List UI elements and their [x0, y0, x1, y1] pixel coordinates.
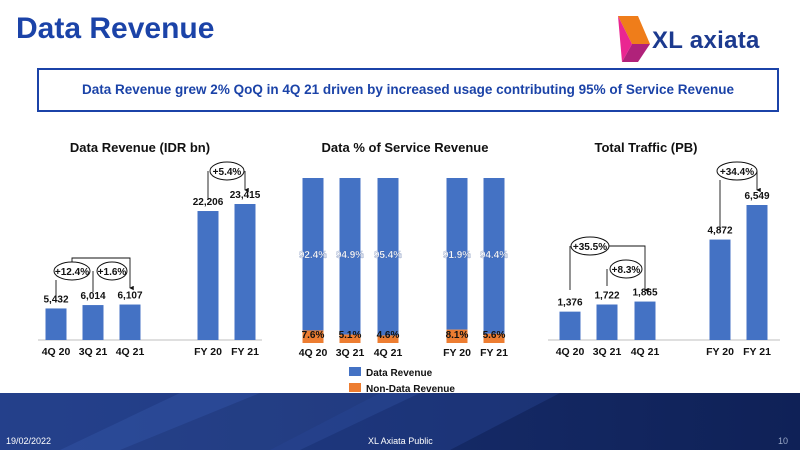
- page-title: Data Revenue: [16, 12, 215, 45]
- bar-data-revenue: [446, 178, 468, 330]
- annotation-connector: [609, 245, 649, 293]
- growth-badge: [53, 261, 91, 281]
- headline-box: Data Revenue grew 2% QoQ in 4Q 21 driven…: [37, 68, 779, 112]
- growth-badge: [209, 161, 245, 181]
- bar-non-data-revenue: [339, 334, 361, 343]
- bar-data-revenue: [339, 178, 361, 335]
- tick-label: 4Q 20: [42, 346, 71, 358]
- tick-label: 4Q 20: [556, 346, 585, 358]
- tick-label: FY 21: [743, 346, 771, 358]
- bar: [119, 304, 141, 340]
- tick-label: FY 20: [443, 347, 471, 359]
- bar: [634, 301, 656, 340]
- tick-label: 3Q 21: [593, 346, 622, 358]
- bar: [596, 304, 618, 340]
- data-label: 6,549: [744, 191, 769, 202]
- tick-label: 4Q 21: [631, 346, 660, 358]
- tick-label: 4Q 21: [116, 346, 145, 358]
- growth-badge: [609, 259, 643, 279]
- bar: [746, 205, 768, 340]
- data-label: 1,865: [632, 288, 657, 299]
- tick-label: FY 20: [706, 346, 734, 358]
- data-label: 4.6%: [377, 330, 400, 341]
- headline-text: Data Revenue grew 2% QoQ in 4Q 21 driven…: [82, 82, 734, 97]
- legend-label: Data Revenue: [366, 368, 433, 379]
- growth-badge: [716, 161, 758, 181]
- growth-label: +5.4%: [213, 167, 242, 178]
- brand-name: XL axiata: [652, 27, 760, 54]
- data-label: 8.1%: [446, 330, 469, 341]
- growth-badge: [570, 236, 610, 256]
- chart-title: Data Revenue (IDR bn): [70, 140, 210, 155]
- chart-title: Total Traffic (PB): [594, 140, 697, 155]
- footer-classification: XL Axiata Public: [368, 436, 433, 446]
- data-label: 5.1%: [339, 330, 362, 341]
- page-number: 10: [778, 436, 789, 446]
- xl-axiata-logo: XL axiata: [616, 14, 791, 64]
- bar-data-revenue: [377, 178, 399, 336]
- data-label: 22,206: [193, 197, 224, 208]
- growth-label: +8.3%: [612, 265, 641, 276]
- bar: [709, 239, 731, 340]
- bar: [197, 211, 219, 340]
- data-label: 92.4%: [299, 250, 327, 261]
- data-label: 6,014: [80, 291, 105, 302]
- bar: [234, 204, 256, 340]
- bar-non-data-revenue: [446, 329, 468, 343]
- tick-label: 3Q 21: [79, 346, 108, 358]
- growth-label: +1.6%: [98, 267, 127, 278]
- chart-title: Data % of Service Revenue: [322, 140, 489, 155]
- footer-band: [0, 393, 800, 450]
- data-label: 95.4%: [374, 250, 402, 261]
- bar: [559, 311, 581, 340]
- growth-label: +34.4%: [720, 167, 754, 178]
- growth-badge: [96, 261, 128, 281]
- bar: [45, 308, 67, 340]
- bar-non-data-revenue: [302, 330, 324, 343]
- legend-swatch-non-data-revenue: [349, 383, 361, 392]
- tick-label: 4Q 20: [299, 347, 328, 359]
- data-label: 91.9%: [443, 250, 471, 261]
- bar-data-revenue: [483, 178, 505, 334]
- data-label: 94.9%: [336, 250, 364, 261]
- bar: [82, 305, 104, 340]
- data-label: 23,415: [230, 190, 261, 201]
- legend-label: Non-Data Revenue: [366, 384, 455, 395]
- tick-label: FY 21: [480, 347, 508, 359]
- data-label: 1,376: [557, 298, 582, 309]
- data-label: 7.6%: [302, 330, 325, 341]
- bar-data-revenue: [302, 178, 324, 331]
- tick-label: FY 20: [194, 346, 222, 358]
- footer-date: 19/02/2022: [6, 436, 52, 446]
- tick-label: 4Q 21: [374, 347, 403, 359]
- data-label: 94.4%: [480, 250, 508, 261]
- data-label: 6,107: [117, 291, 142, 302]
- data-label: 1,722: [594, 291, 619, 302]
- annotation-connector: [71, 257, 134, 291]
- growth-label: +12.4%: [55, 267, 89, 278]
- growth-label: +35.5%: [573, 242, 607, 253]
- tick-label: FY 21: [231, 346, 259, 358]
- tick-label: 3Q 21: [336, 347, 365, 359]
- bar-non-data-revenue: [377, 335, 399, 343]
- bar-non-data-revenue: [483, 333, 505, 343]
- xl-axiata-logo-icon: [618, 16, 650, 62]
- data-label: 5.6%: [483, 330, 506, 341]
- legend-swatch-data-revenue: [349, 367, 361, 376]
